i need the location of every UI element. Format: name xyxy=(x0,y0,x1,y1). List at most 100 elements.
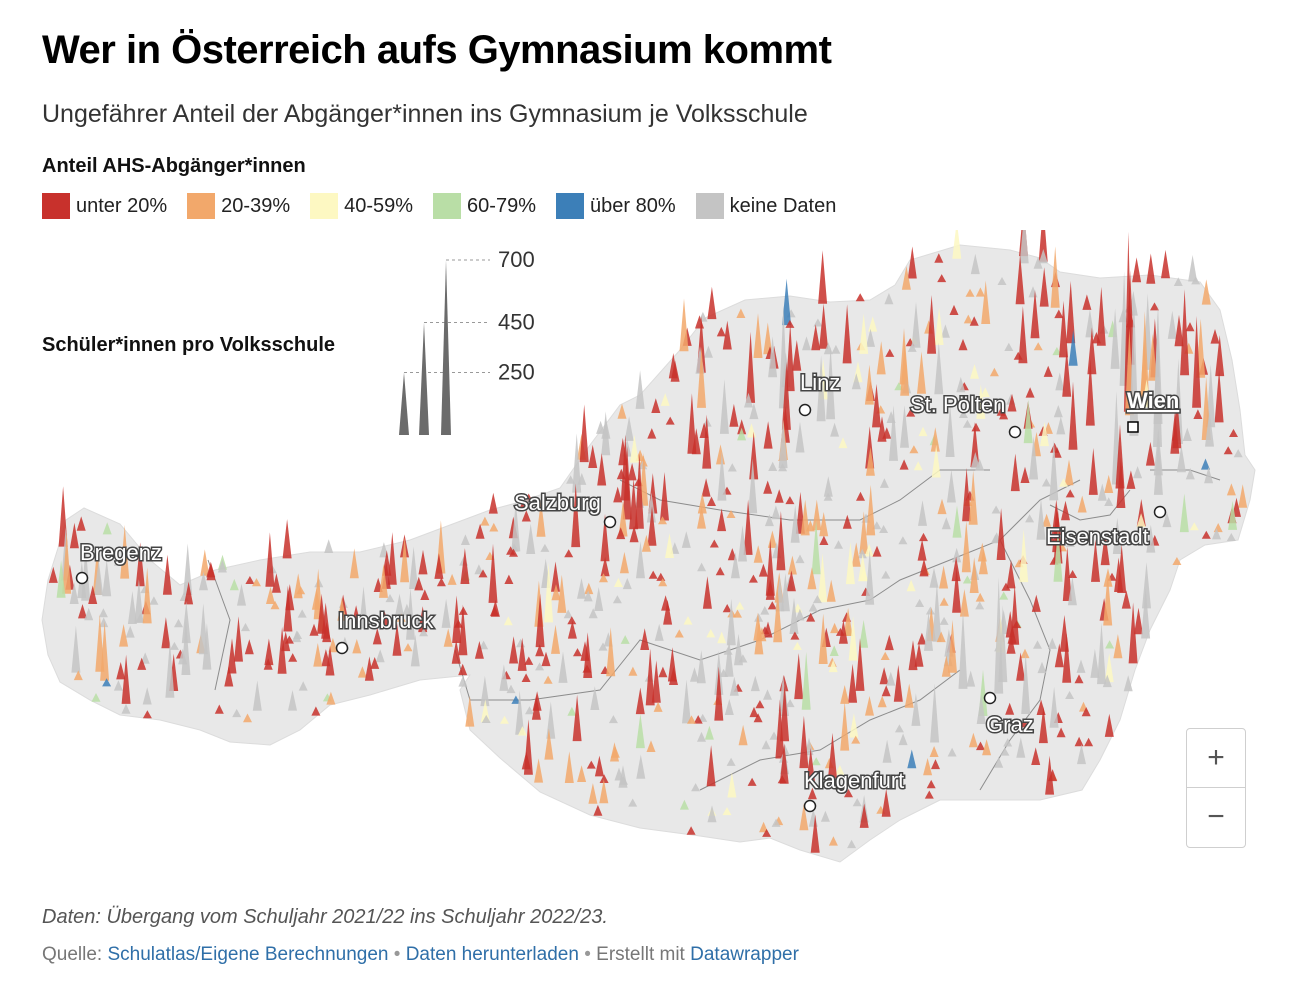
school-spike xyxy=(958,410,968,418)
school-spike xyxy=(566,475,576,484)
school-spike xyxy=(434,553,444,579)
school-spike xyxy=(795,554,805,564)
school-spike xyxy=(898,733,908,746)
datawrapper-link[interactable]: Datawrapper xyxy=(690,944,799,965)
school-spike xyxy=(351,605,361,625)
source-label: Quelle: xyxy=(42,944,103,965)
school-spike xyxy=(765,579,775,600)
school-spike xyxy=(773,589,783,643)
school-spike xyxy=(1054,643,1064,668)
legend-item-no-data: keine Daten xyxy=(695,193,836,219)
school-spike xyxy=(901,266,911,290)
school-spike xyxy=(789,597,799,634)
school-spike xyxy=(370,657,380,669)
school-spike xyxy=(962,419,972,428)
school-spike xyxy=(962,575,972,584)
school-spike xyxy=(564,751,574,783)
school-spike xyxy=(526,523,536,554)
school-spike xyxy=(806,612,816,622)
school-spike xyxy=(947,747,957,757)
school-spike xyxy=(722,604,732,613)
source-link[interactable]: Schulatlas/Eigene Berechnungen xyxy=(107,944,389,965)
school-spike xyxy=(696,650,706,684)
school-spike xyxy=(521,673,531,682)
school-spike xyxy=(894,724,904,733)
school-spike xyxy=(975,601,985,610)
austria-outline xyxy=(41,244,1256,863)
school-spike xyxy=(864,364,874,405)
school-spike xyxy=(855,293,865,302)
school-spike xyxy=(820,810,830,822)
school-spike xyxy=(1029,436,1039,480)
school-spike xyxy=(1191,276,1201,285)
school-spike xyxy=(557,574,567,613)
school-spike xyxy=(636,754,646,779)
school-spike xyxy=(681,531,691,548)
school-spike xyxy=(174,618,183,628)
school-spike xyxy=(1025,387,1035,398)
school-spike xyxy=(1059,300,1068,358)
school-spike xyxy=(380,611,390,626)
school-spike xyxy=(738,724,748,746)
school-spike xyxy=(412,613,422,625)
school-spike xyxy=(1056,416,1066,435)
zoom-in-button[interactable]: + xyxy=(1207,741,1225,774)
school-spike xyxy=(990,534,1000,544)
school-spike xyxy=(646,740,656,752)
school-spike xyxy=(835,764,845,775)
school-spike xyxy=(941,655,951,677)
school-spike xyxy=(952,230,962,259)
austria-map[interactable]: Bregenz Innsbruck Salzburg Linz St. Pölten Wi… xyxy=(0,230,1292,870)
school-spike xyxy=(584,582,594,595)
school-spike xyxy=(818,553,827,603)
school-spike xyxy=(808,603,818,612)
city-label: Linz xyxy=(800,370,840,395)
school-spike xyxy=(99,617,109,628)
school-spike xyxy=(297,609,307,618)
city-label: Salzburg xyxy=(514,490,601,515)
zoom-out-button[interactable]: − xyxy=(1187,787,1245,846)
school-spike xyxy=(610,742,619,762)
school-spike xyxy=(962,468,972,522)
school-spike xyxy=(714,666,724,721)
school-spike xyxy=(764,514,774,527)
size-label: 450 xyxy=(498,310,535,335)
school-spike xyxy=(1005,702,1015,715)
school-spike xyxy=(349,548,359,579)
school-spike xyxy=(1074,736,1084,747)
school-spike xyxy=(1000,747,1010,756)
school-spike xyxy=(1161,249,1170,279)
school-spike xyxy=(1033,256,1043,269)
school-spike xyxy=(232,708,242,718)
school-spike xyxy=(102,678,112,687)
school-spike xyxy=(727,772,737,798)
school-spike xyxy=(418,606,428,633)
school-spike xyxy=(707,805,717,823)
color-legend: unter 20% 20-39% 40-59% 60-79% über 80% … xyxy=(42,193,856,219)
school-spikes xyxy=(48,230,1248,853)
school-spike xyxy=(970,253,980,275)
school-spike xyxy=(885,348,895,357)
city-marker xyxy=(603,515,617,529)
legend-title: Anteil AHS-Abgänger*innen xyxy=(42,155,306,177)
school-spike xyxy=(900,344,910,396)
school-spike xyxy=(588,444,598,468)
school-spike xyxy=(767,601,777,610)
school-spike xyxy=(1112,517,1122,554)
school-spike xyxy=(813,318,823,327)
school-spike xyxy=(735,601,745,610)
school-spike xyxy=(976,384,986,419)
download-link[interactable]: Daten herunterladen xyxy=(405,944,579,965)
school-spike xyxy=(1192,316,1202,408)
school-spike xyxy=(137,657,147,670)
school-spike xyxy=(277,626,287,674)
school-spike xyxy=(544,562,554,623)
school-spike xyxy=(199,571,208,591)
school-spike xyxy=(419,628,429,637)
school-spike xyxy=(627,463,637,481)
school-spike xyxy=(911,302,921,348)
school-spike xyxy=(551,624,560,654)
school-spike xyxy=(1062,633,1072,683)
school-spike xyxy=(229,578,239,591)
school-spike xyxy=(1003,738,1013,747)
